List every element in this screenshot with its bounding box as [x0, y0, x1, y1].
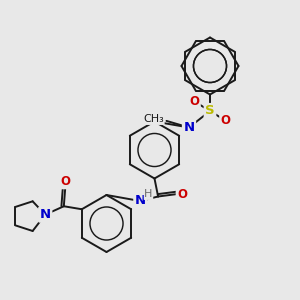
Text: S: S [205, 104, 215, 118]
Text: O: O [60, 175, 70, 188]
Text: O: O [189, 95, 200, 108]
Text: H: H [144, 189, 153, 200]
Text: O: O [177, 188, 187, 201]
Text: CH₃: CH₃ [143, 114, 164, 124]
Text: N: N [134, 194, 146, 207]
Text: N: N [183, 121, 195, 134]
Text: N: N [40, 208, 51, 221]
Text: O: O [220, 114, 231, 127]
